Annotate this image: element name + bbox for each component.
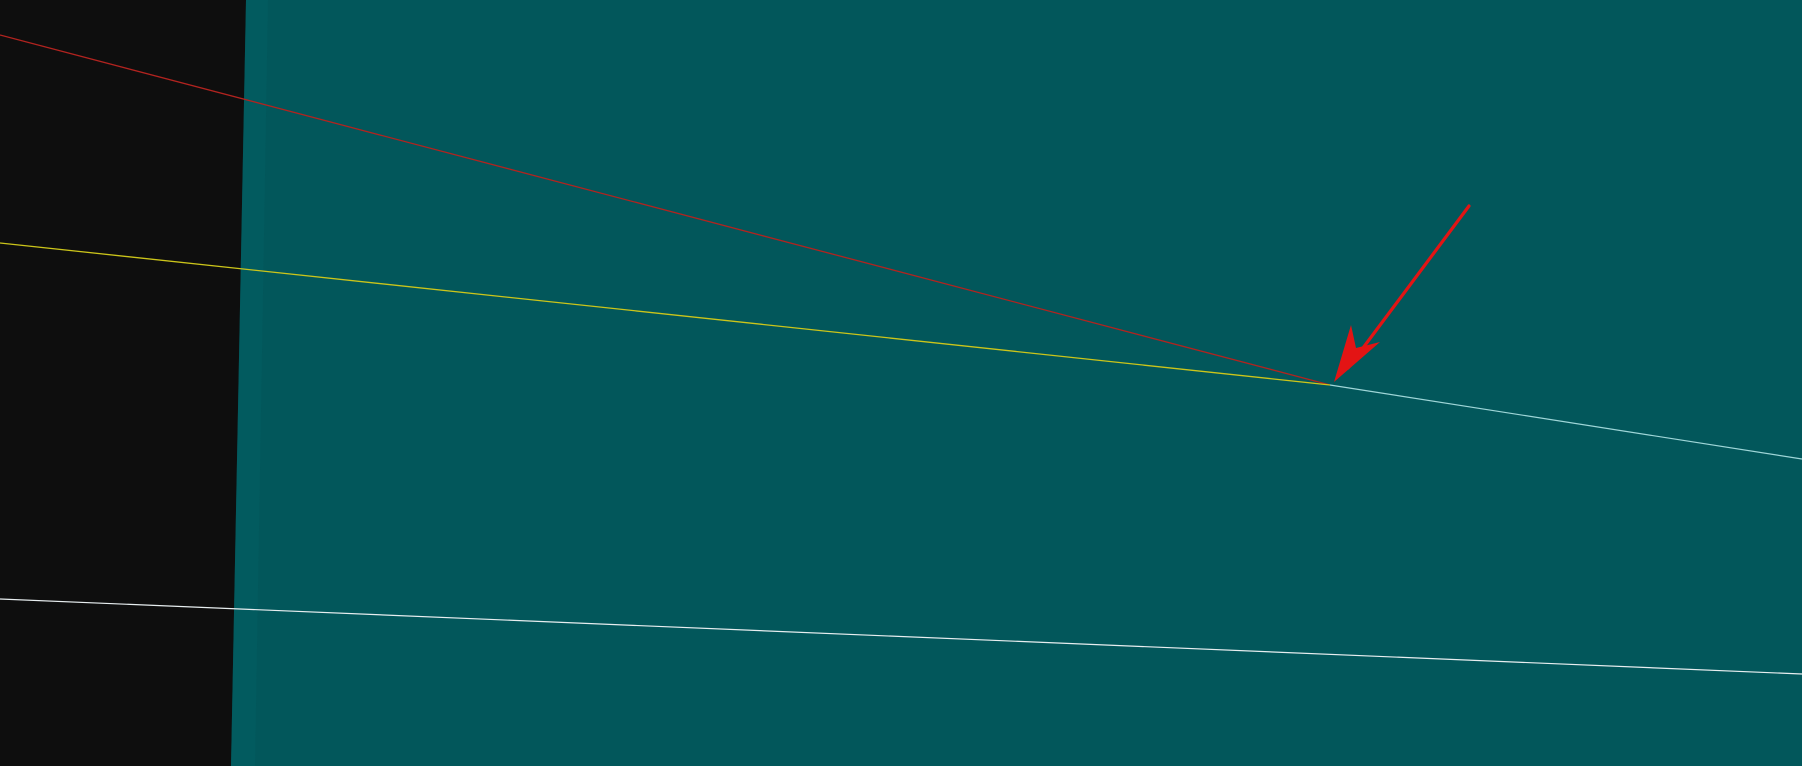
red-line[interactable] <box>0 34 1331 386</box>
arrow-shaft <box>1346 204 1471 370</box>
arrow-pointer-icon <box>1334 325 1380 382</box>
cyan-line[interactable] <box>1329 384 1802 460</box>
teal-main-panel <box>231 0 1802 766</box>
yellow-line[interactable] <box>0 242 1331 386</box>
red-arrow-annotation <box>1334 204 1471 382</box>
teal-panel-edge <box>231 0 268 766</box>
white-line[interactable] <box>0 598 1802 675</box>
